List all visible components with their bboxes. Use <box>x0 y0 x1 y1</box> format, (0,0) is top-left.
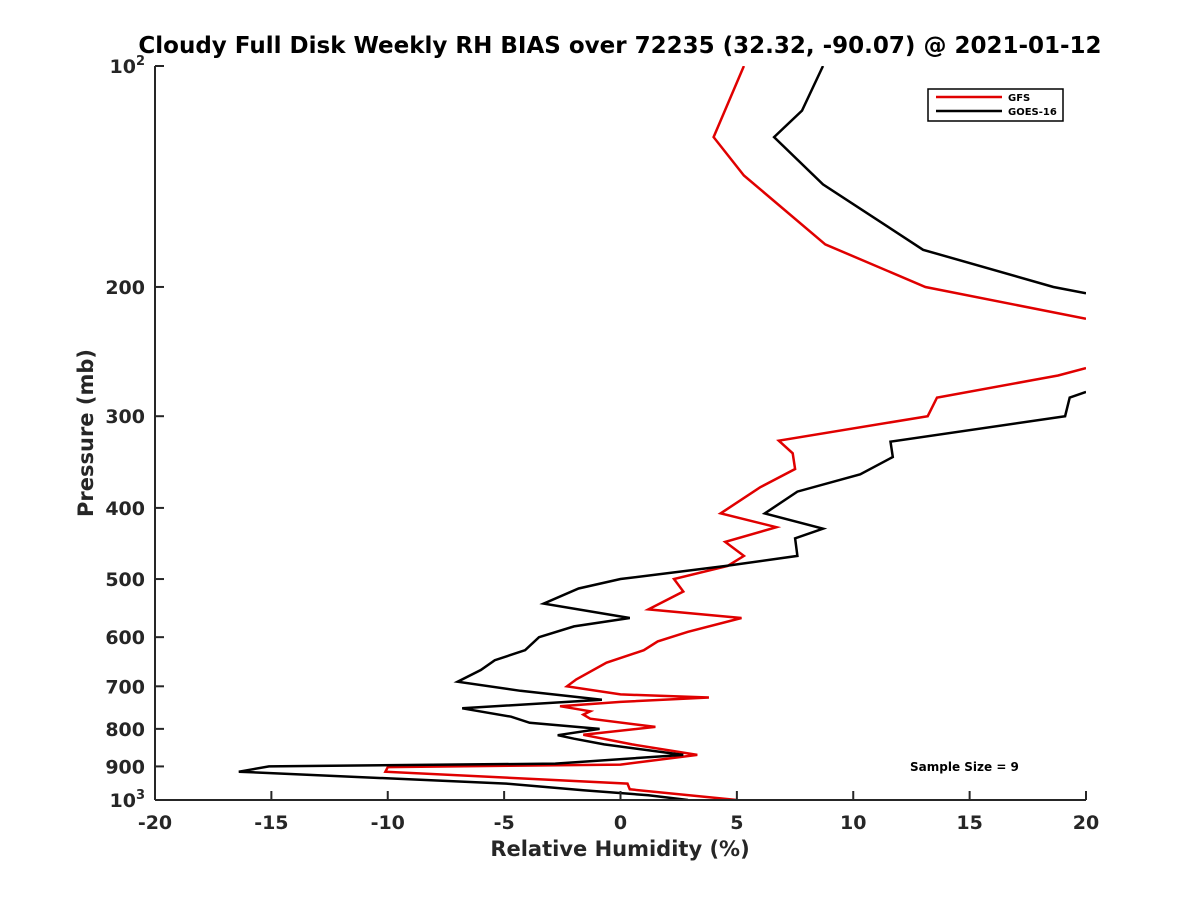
y-tick-label: 900 <box>105 756 145 778</box>
legend: GFS GOES-16 <box>927 88 1064 122</box>
x-tick-label: -20 <box>138 812 172 834</box>
plot-area <box>155 66 1086 800</box>
y-axis-ticks: 102 200 300 400 500 600 700 800 900 103 <box>105 54 164 812</box>
y-tick-label: 300 <box>105 406 145 428</box>
x-tick-label: -5 <box>494 812 515 834</box>
y-tick-label: 500 <box>105 569 145 591</box>
x-axis-label: Relative Humidity (%) <box>490 837 749 861</box>
sample-size-annotation: Sample Size = 9 <box>910 760 1019 774</box>
chart-title: Cloudy Full Disk Weekly RH BIAS over 722… <box>138 33 1101 59</box>
series-line-gfs <box>383 66 1086 800</box>
x-tick-label: 0 <box>614 812 627 834</box>
y-tick-label: 600 <box>105 627 145 649</box>
y-tick-label: 102 <box>110 54 146 78</box>
x-tick-label: -15 <box>254 812 288 834</box>
x-tick-label: 5 <box>730 812 743 834</box>
legend-box <box>927 88 1064 122</box>
y-tick-label: 103 <box>110 788 146 812</box>
x-axis-ticks: -20 -15 -10 -5 0 5 10 15 20 <box>138 791 1099 834</box>
y-tick-label: 200 <box>105 277 145 299</box>
x-tick-label: 20 <box>1073 812 1099 834</box>
legend-label-gfs: GFS <box>1008 93 1030 104</box>
series-layer <box>238 66 1086 800</box>
y-axis-label: Pressure (mb) <box>74 349 98 517</box>
y-tick-label: 700 <box>105 676 145 698</box>
x-tick-label: 15 <box>956 812 982 834</box>
y-tick-label: 400 <box>105 498 145 520</box>
x-tick-label: -10 <box>371 812 405 834</box>
legend-label-goes16: GOES-16 <box>1008 107 1057 118</box>
series-line-goes16 <box>238 66 1086 800</box>
y-tick-label: 800 <box>105 719 145 741</box>
x-tick-label: 10 <box>840 812 866 834</box>
